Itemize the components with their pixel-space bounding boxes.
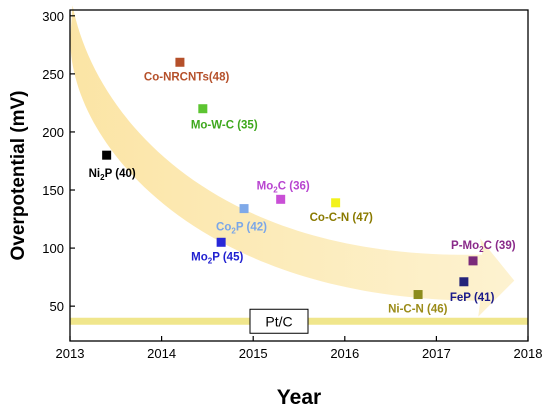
y-tick-label: 300 <box>42 9 64 24</box>
y-tick-label: 200 <box>42 125 64 140</box>
x-tick-label: 2016 <box>330 346 359 361</box>
point-label-mo2p: Mo2P (45) <box>191 251 243 265</box>
data-point-mo2c <box>276 194 286 204</box>
point-label-fep: FeP (41) <box>450 292 495 304</box>
point-label-p-mo2c: P-Mo2C (39) <box>451 240 516 254</box>
trend-arrow <box>70 5 515 317</box>
y-axis-title: Overpotential (mV) <box>8 91 29 261</box>
y-tick-label: 100 <box>42 241 64 256</box>
pt-c-label: Pt/C <box>265 313 292 329</box>
y-tick-label: 150 <box>42 183 64 198</box>
data-point-mo-w-c <box>198 104 208 114</box>
point-label-co2p: Co2P (42) <box>216 222 267 236</box>
x-tick-label: 2018 <box>514 346 543 361</box>
pt-c-label-box <box>249 308 309 334</box>
plot-frame <box>69 9 529 342</box>
point-label-ni-c-n: Ni-C-N (46) <box>388 304 448 316</box>
x-axis-title: Year <box>277 386 321 409</box>
x-tick-label: 2015 <box>239 346 268 361</box>
reference-line-group: Pt/C <box>70 308 528 334</box>
point-label-mo2c: Mo2C (36) <box>257 180 310 194</box>
data-point-mo2p <box>216 237 226 247</box>
y-tick-label: 50 <box>50 299 64 314</box>
data-point-ni-c-n <box>413 290 423 300</box>
x-tick-label: 2014 <box>147 346 176 361</box>
x-tick-label: 2013 <box>56 346 85 361</box>
x-tick-label: 2017 <box>422 346 451 361</box>
axis-ticks: 2013 2014 2015 2016 2017 2018 50 100 150 200 250 30… <box>42 9 542 361</box>
trend-arrow-shape <box>70 5 515 317</box>
data-point-co2p <box>239 204 249 214</box>
point-label-co-c-n: Co-C-N (47) <box>310 212 373 224</box>
data-point-ni2p <box>102 150 112 160</box>
data-point-fep <box>459 277 469 287</box>
data-point-p-mo2c <box>468 256 478 266</box>
data-point-co-c-n <box>331 198 341 208</box>
data-point-co-nrcnts <box>175 57 185 67</box>
data-points: Ni2P (40) Co-NRCNTs(48) Mo-W-C (35) Mo2P (4… <box>89 57 516 316</box>
point-label-mo-w-c: Mo-W-C (35) <box>191 120 258 132</box>
y-tick-label: 250 <box>42 67 64 82</box>
point-label-ni2p: Ni2P (40) <box>89 168 136 182</box>
point-label-co-nrcnts: Co-NRCNTs(48) <box>144 71 230 83</box>
